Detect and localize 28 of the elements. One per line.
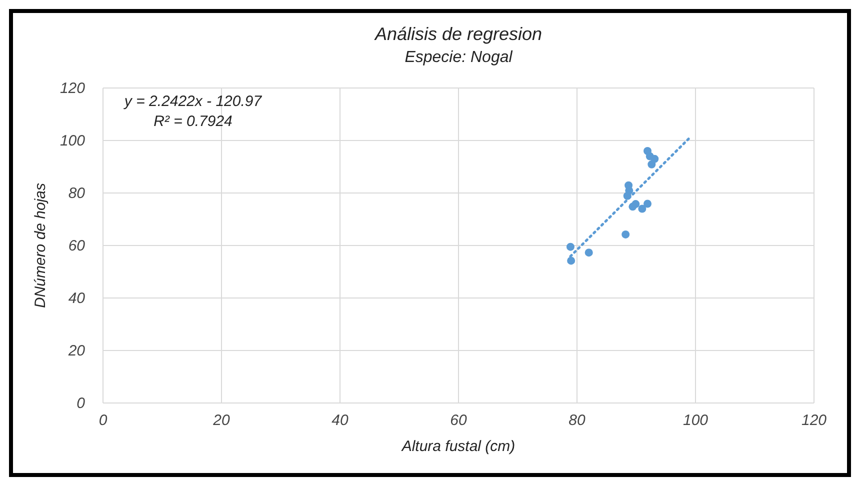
point (648, 160, 656, 168)
chart-subtitle: Especie: Nogal (404, 49, 513, 66)
y-tick-label: 40 (68, 290, 86, 307)
point (632, 200, 640, 208)
chart-title: Análisis de regresion (374, 24, 542, 44)
point (567, 256, 576, 265)
x-tick-label: 0 (98, 412, 108, 429)
annotation: R² = 0.7924 (154, 113, 232, 130)
x-tick-label: 40 (332, 412, 349, 429)
x-tick-label: 80 (568, 412, 586, 429)
x-axis-title: Altura fustal (cm) (400, 438, 516, 455)
x-tick-label: 100 (682, 412, 709, 429)
point (566, 242, 574, 251)
point (622, 230, 630, 238)
y-tick-label: 0 (76, 395, 86, 412)
x-tick-label: 120 (801, 412, 828, 429)
point (584, 248, 593, 257)
point (644, 200, 652, 208)
y-tick-label: 120 (60, 80, 86, 97)
x-tick-label: 60 (450, 412, 468, 429)
y-tick-label: 80 (68, 185, 86, 202)
point (638, 204, 646, 213)
annotation: y = 2.2422x - 120.97 (123, 93, 262, 110)
y-tick-label: 100 (60, 132, 86, 150)
x-tick-label: 20 (212, 412, 230, 429)
y-tick-label: 60 (68, 238, 86, 254)
y-tick-label: 20 (67, 342, 86, 360)
y-axis-title: DNúmero de hojas (32, 182, 49, 308)
